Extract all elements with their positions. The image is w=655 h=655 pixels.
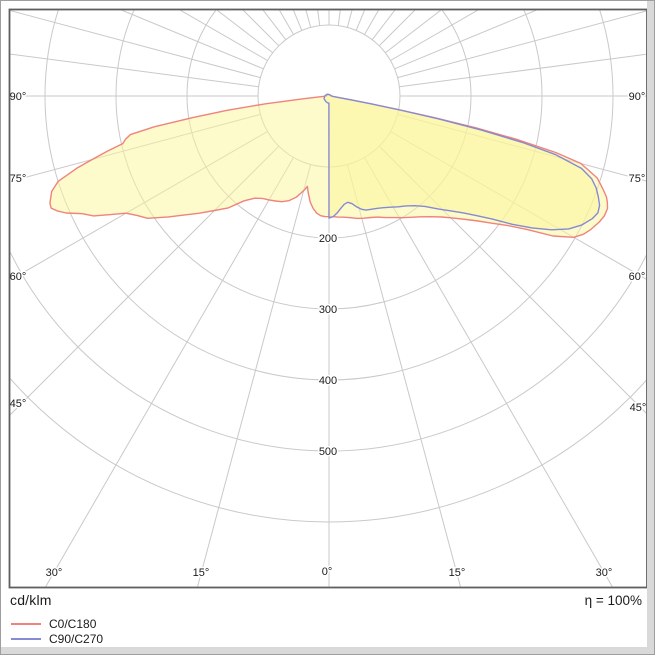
grid-ray	[45, 157, 294, 587]
angle-label: 75°	[629, 173, 646, 185]
grid-ray	[355, 10, 365, 31]
grid-ring	[10, 377, 646, 523]
legend-label-c90-c270: C90/C270	[49, 632, 104, 646]
grid-ray	[293, 10, 303, 31]
ring-label: 200	[319, 233, 337, 245]
grid-ray	[317, 10, 321, 26]
grid-ray	[10, 10, 261, 79]
grid-ray	[262, 10, 287, 40]
grid-ray	[364, 10, 379, 35]
grid-ray	[394, 10, 537, 70]
angle-label: 45°	[630, 402, 647, 414]
angle-label: 15°	[193, 567, 210, 579]
efficiency-label: η = 100%	[584, 593, 642, 608]
grid-ray	[364, 157, 613, 587]
grid-ray	[121, 10, 264, 70]
angle-label: 30°	[596, 567, 613, 579]
grid-ray	[197, 164, 312, 587]
grid-ray	[378, 10, 416, 47]
angle-label: 45°	[10, 398, 27, 410]
angle-label: 90°	[10, 91, 27, 103]
legend-line-c0-c180	[11, 623, 41, 625]
legend-label-c0-c180: C0/C180	[49, 617, 97, 631]
angle-label: 60°	[10, 271, 27, 283]
legend-item-c90-c270: C90/C270	[1, 632, 301, 647]
angle-label: 75°	[10, 173, 27, 185]
grid-ray	[337, 10, 341, 26]
angle-label: 90°	[629, 91, 646, 103]
angle-label: 15°	[449, 567, 466, 579]
ring-label: 400	[319, 375, 337, 387]
angle-label: 0°	[322, 566, 333, 578]
ring-label: 500	[319, 446, 337, 458]
bottom-gutter-strip	[1, 647, 654, 654]
grid-ray	[279, 10, 294, 35]
units-label: cd/klm	[10, 592, 52, 608]
grid-ray	[242, 10, 280, 47]
ring-label: 300	[319, 304, 337, 316]
legend-line-c90-c270	[11, 638, 41, 640]
angle-label: 30°	[46, 567, 63, 579]
grid-ray	[10, 145, 280, 416]
grid-ray	[399, 53, 646, 88]
grid-ray	[346, 164, 461, 587]
grid-ray	[397, 10, 646, 79]
right-gutter-strip	[647, 1, 654, 654]
angle-label: 60°	[629, 271, 646, 283]
grid-ray	[378, 145, 646, 414]
grid-ray	[10, 53, 259, 88]
legend-item-c0-c180: C0/C180	[1, 617, 301, 632]
legend: C0/C180 C90/C270	[1, 617, 301, 647]
series-c90-c270-curve	[323, 93, 601, 231]
